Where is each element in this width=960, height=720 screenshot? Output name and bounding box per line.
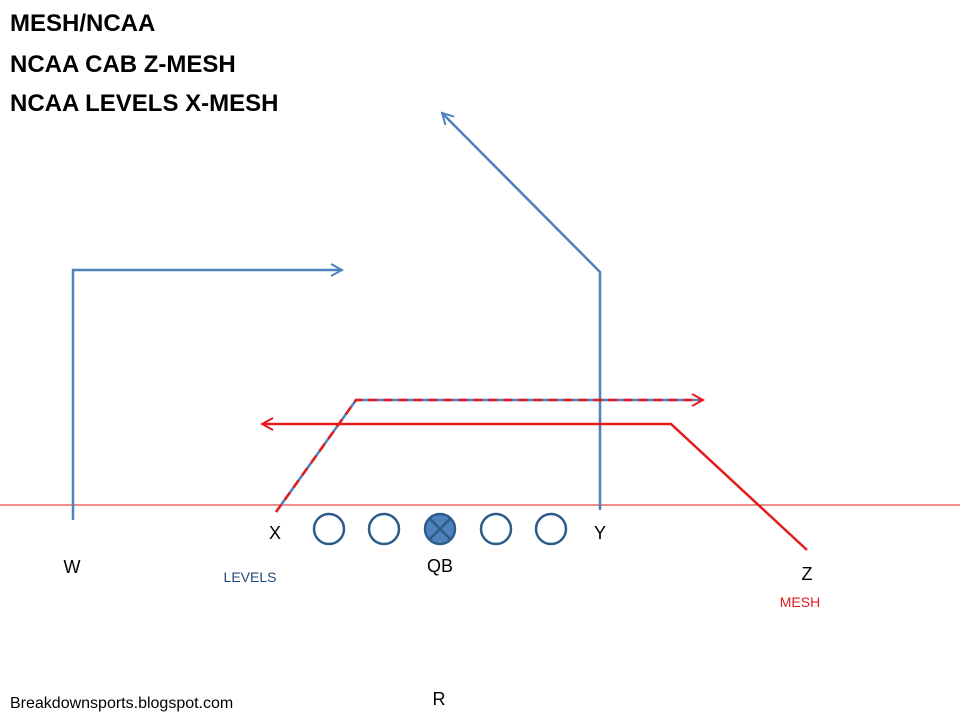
title-line: MESH/NCAA [10,10,155,37]
route-label: MESH [780,594,820,610]
player-label: QB [427,556,453,576]
player-label: R [433,689,446,709]
lineman [534,512,568,546]
w-route [71,270,342,520]
lineman [367,512,401,546]
title-line: NCAA LEVELS X-MESH [10,90,278,117]
player-label: Y [594,523,606,543]
player-label: X [269,523,281,543]
z-route [262,424,808,551]
y-route [442,113,602,510]
footer: Breakdownsports.blogspot.com [10,695,233,712]
player-label: Z [802,564,813,584]
player-label: W [64,557,81,577]
title-line: NCAA CAB Z-MESH [10,51,236,78]
route-label: LEVELS [224,569,277,585]
lineman [312,512,346,546]
x-route-mesh [274,400,703,513]
center-x [429,518,451,540]
lineman [479,512,513,546]
